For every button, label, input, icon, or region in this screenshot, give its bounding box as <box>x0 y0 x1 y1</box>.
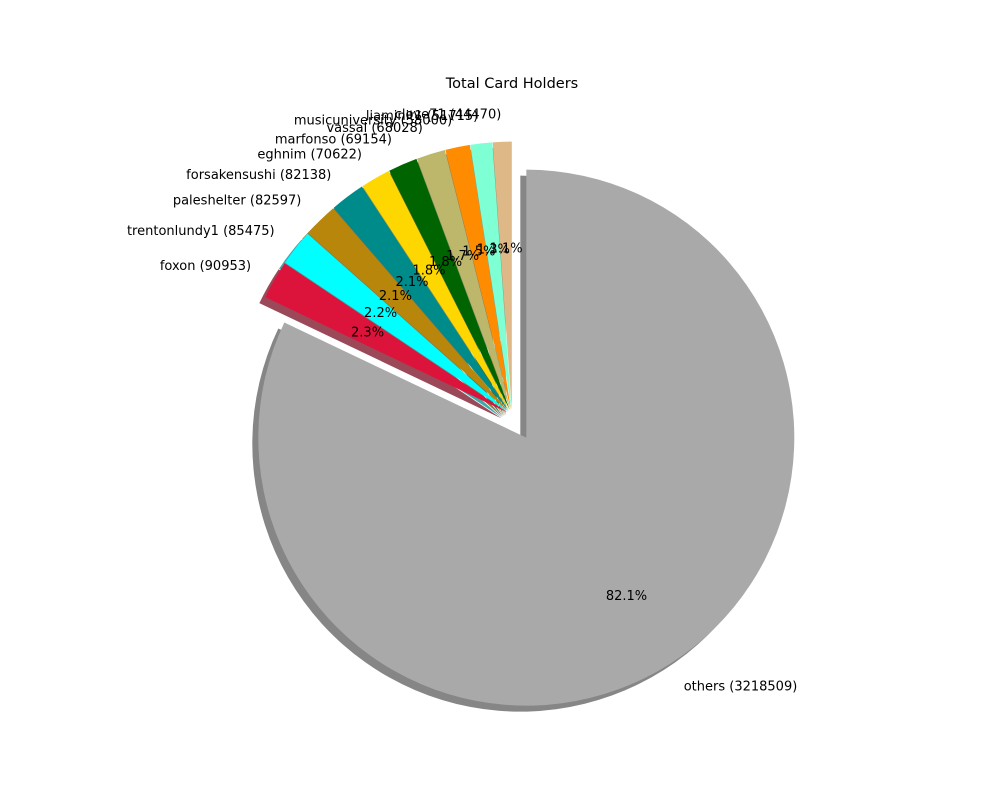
slice-label-eghnim: eghnim (70622) <box>257 148 362 163</box>
pie-slice-eghnim <box>362 171 510 411</box>
slice-label-liaminit1: liaminit1 (51715) <box>366 109 478 124</box>
pie-slice-paleshelter <box>307 208 509 412</box>
pie-slice-foxon <box>265 263 508 413</box>
pie-slice-vassal <box>417 150 511 410</box>
percent-label-eghnim: 1.8% <box>412 264 445 279</box>
percent-label-others: 82.1% <box>606 589 647 604</box>
percent-label-forsakensushi: 2.1% <box>395 275 428 290</box>
percent-label-musicuniversity: 1.5% <box>462 245 495 260</box>
percent-label-paleshelter: 2.1% <box>379 289 412 304</box>
percent-label-trentonlundy1: 2.2% <box>364 306 397 321</box>
pie-slice-liaminit1 <box>470 142 512 410</box>
slice-label-clove71: clove71 (44470) <box>395 108 502 123</box>
percent-label-marfonso: 1.8% <box>429 255 462 270</box>
slice-label-paleshelter: paleshelter (82597) <box>173 194 302 209</box>
pie-slice-marfonso <box>389 158 510 411</box>
slice-labels: clove71 (44470)liaminit1 (51715)musicuni… <box>127 108 797 695</box>
slice-label-musicuniversity: musicuniversity (58000) <box>294 113 452 128</box>
percent-label-vassal: 1.7% <box>446 249 479 264</box>
slice-label-foxon: foxon (90953) <box>160 259 251 274</box>
slice-label-forsakensushi: forsakensushi (82138) <box>186 168 331 183</box>
percent-label-foxon: 2.3% <box>351 325 384 340</box>
pie-slice-forsakensushi <box>333 186 509 411</box>
chart-title: Total Card Holders <box>445 76 578 92</box>
percent-label-liaminit1: 1.3% <box>477 242 510 257</box>
slice-label-trentonlundy1: trentonlundy1 (85475) <box>127 224 275 239</box>
pie-slice-musicuniversity <box>445 144 511 410</box>
percent-labels: 1.1%1.3%1.5%1.7%1.8%1.8%2.1%2.1%2.2%2.3%… <box>351 241 647 603</box>
slice-label-others: others (3218509) <box>684 679 798 694</box>
pie-slice-trentonlundy1 <box>285 233 508 412</box>
slice-label-marfonso: marfonso (69154) <box>275 132 392 147</box>
percent-label-clove71: 1.1% <box>490 241 523 256</box>
pie-slice-others <box>258 169 795 706</box>
slice-label-vassal: vassal (68028) <box>326 121 422 136</box>
pie-slice-clove71 <box>492 141 512 410</box>
pie-slices <box>258 141 795 706</box>
